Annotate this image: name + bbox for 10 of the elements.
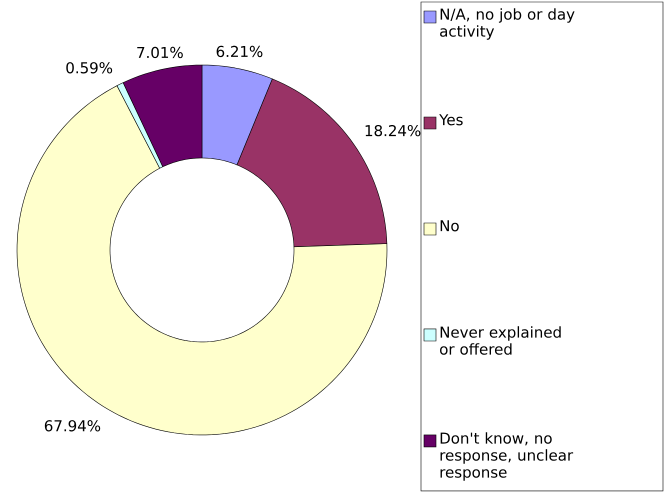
data-label: 0.59% [66, 62, 112, 74]
legend-label: Yes [439, 114, 463, 126]
data-label: 18.24% [366, 124, 420, 136]
legend-label: Don't know, no response, unclear response [440, 432, 574, 481]
data-label: 7.01% [137, 46, 183, 58]
legend-label: N/A, no job or day activity [440, 8, 575, 40]
data-label: 6.21% [216, 46, 262, 58]
legend-label: Never explained or offered [440, 326, 561, 355]
data-label: 67.94% [44, 420, 100, 432]
legend-label: No [440, 220, 459, 232]
